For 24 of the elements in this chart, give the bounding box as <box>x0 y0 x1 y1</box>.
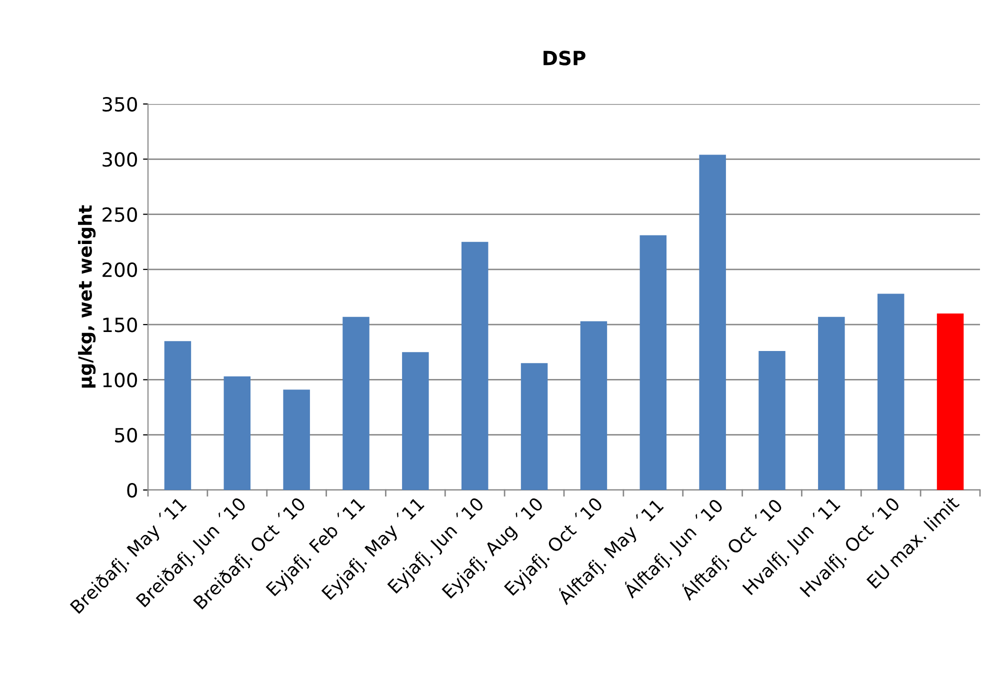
bar <box>402 352 429 490</box>
y-axis-title: µg/kg, wet weight <box>78 205 96 388</box>
y-tick-label: 350 <box>102 96 137 112</box>
bar <box>699 154 726 490</box>
bar <box>164 341 192 490</box>
bar <box>520 363 548 490</box>
bar <box>640 235 667 490</box>
y-tick-label: 200 <box>102 262 137 278</box>
bar <box>342 316 370 490</box>
bar <box>224 376 251 490</box>
y-tick-label: 150 <box>103 318 137 332</box>
bar <box>580 321 608 490</box>
bar <box>818 316 845 490</box>
y-tick-label: 300 <box>102 152 137 167</box>
chart-title: DSP <box>544 50 586 66</box>
y-tick-label: 50 <box>115 428 137 443</box>
y-tick-label: 100 <box>103 372 137 388</box>
bar <box>936 314 964 490</box>
y-tick-label: 250 <box>102 207 137 222</box>
bar <box>461 242 488 490</box>
bar <box>877 294 904 490</box>
bar <box>758 351 786 490</box>
bar <box>283 390 310 490</box>
y-tick-label: 0 <box>127 482 137 498</box>
